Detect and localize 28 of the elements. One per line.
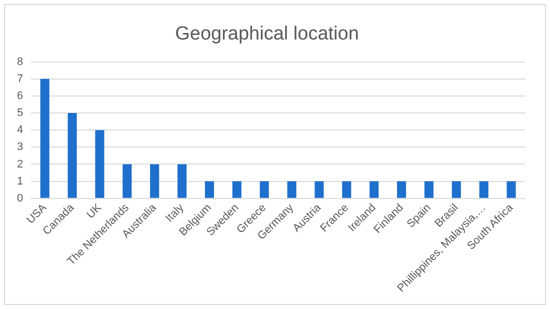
bar xyxy=(232,181,242,198)
y-tick-label: 7 xyxy=(16,72,24,85)
bar xyxy=(370,181,379,198)
bar xyxy=(150,164,160,198)
bar xyxy=(479,181,488,198)
bar xyxy=(260,181,269,198)
bar xyxy=(342,181,352,198)
bar xyxy=(204,181,214,198)
bar xyxy=(397,181,406,198)
bar xyxy=(178,164,187,198)
bar xyxy=(506,181,516,198)
y-tick-label: 1 xyxy=(16,175,24,188)
bar xyxy=(95,130,104,198)
chart-title: Geographical location xyxy=(175,24,359,45)
y-tick-label: 3 xyxy=(16,141,24,154)
bar xyxy=(314,181,324,198)
bar xyxy=(40,78,50,198)
y-tick-label: 8 xyxy=(16,56,24,68)
y-tick-label: 5 xyxy=(16,107,24,120)
bar xyxy=(287,181,296,198)
y-tick-label: 4 xyxy=(16,124,24,136)
bar xyxy=(452,181,461,198)
y-tick-label: 2 xyxy=(16,158,24,170)
y-tick-label: 6 xyxy=(16,90,24,102)
bar xyxy=(424,181,434,198)
bar xyxy=(68,113,77,198)
bar xyxy=(122,164,132,198)
y-tick-label: 0 xyxy=(16,192,24,204)
